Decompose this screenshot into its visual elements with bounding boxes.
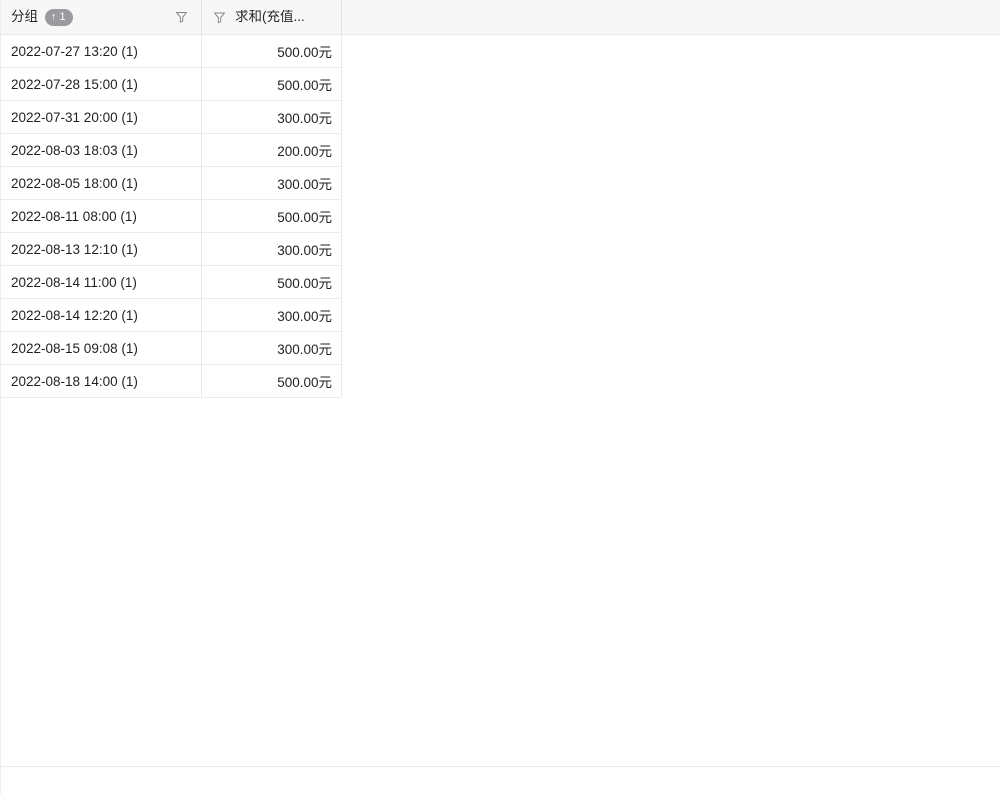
cell-group: 2022-08-13 12:10 (1) xyxy=(1,233,202,265)
table-row[interactable]: 2022-08-15 09:08 (1) 300.00元 xyxy=(1,332,342,365)
table-row[interactable]: 2022-08-11 08:00 (1) 500.00元 xyxy=(1,200,342,233)
table-row[interactable]: 2022-08-14 12:20 (1) 300.00元 xyxy=(1,299,342,332)
header-empty-area xyxy=(342,0,1000,34)
cell-group: 2022-07-28 15:00 (1) xyxy=(1,68,202,100)
cell-sum-value: 300.00元 xyxy=(202,167,342,199)
cell-sum-value: 500.00元 xyxy=(202,200,342,232)
table-header-row: 分组 ↑ 1 求和(充值... xyxy=(1,0,1000,35)
cell-sum-value: 300.00元 xyxy=(202,299,342,331)
table-body: 2022-07-27 13:20 (1) 500.00元 2022-07-28 15… xyxy=(1,35,1000,398)
cell-sum-value: 500.00元 xyxy=(202,68,342,100)
cell-group: 2022-08-05 18:00 (1) xyxy=(1,167,202,199)
cell-sum-value: 300.00元 xyxy=(202,233,342,265)
table-row[interactable]: 2022-07-28 15:00 (1) 500.00元 xyxy=(1,68,342,101)
cell-sum-value: 300.00元 xyxy=(202,332,342,364)
column-header-sum[interactable]: 求和(充值... xyxy=(202,0,342,34)
cell-group: 2022-08-11 08:00 (1) xyxy=(1,200,202,232)
cell-sum-value: 200.00元 xyxy=(202,134,342,166)
sort-order-number: 1 xyxy=(59,10,66,23)
table-row[interactable]: 2022-08-18 14:00 (1) 500.00元 xyxy=(1,365,342,398)
cell-group: 2022-08-18 14:00 (1) xyxy=(1,365,202,397)
sort-ascending-arrow-icon: ↑ xyxy=(51,10,57,23)
cell-group: 2022-07-31 20:00 (1) xyxy=(1,101,202,133)
cell-group: 2022-07-27 13:20 (1) xyxy=(1,35,202,67)
cell-group: 2022-08-14 11:00 (1) xyxy=(1,266,202,298)
table-row[interactable]: 2022-08-14 11:00 (1) 500.00元 xyxy=(1,266,342,299)
footer-divider xyxy=(1,766,1000,767)
column-header-group[interactable]: 分组 ↑ 1 xyxy=(1,0,202,34)
cell-sum-value: 500.00元 xyxy=(202,35,342,67)
table-row[interactable]: 2022-08-13 12:10 (1) 300.00元 xyxy=(1,233,342,266)
table-row[interactable]: 2022-08-03 18:03 (1) 200.00元 xyxy=(1,134,342,167)
filter-funnel-icon-sum[interactable] xyxy=(213,11,226,24)
cell-group: 2022-08-14 12:20 (1) xyxy=(1,299,202,331)
filter-funnel-icon-group[interactable] xyxy=(175,11,188,24)
column-header-sum-label: 求和(充值... xyxy=(235,10,305,24)
cell-sum-value: 300.00元 xyxy=(202,101,342,133)
cell-group: 2022-08-03 18:03 (1) xyxy=(1,134,202,166)
table-row[interactable]: 2022-07-27 13:20 (1) 500.00元 xyxy=(1,35,342,68)
cell-sum-value: 500.00元 xyxy=(202,365,342,397)
column-header-group-label: 分组 xyxy=(11,9,38,25)
table-row[interactable]: 2022-07-31 20:00 (1) 300.00元 xyxy=(1,101,342,134)
cell-sum-value: 500.00元 xyxy=(202,266,342,298)
table-row[interactable]: 2022-08-05 18:00 (1) 300.00元 xyxy=(1,167,342,200)
sort-order-badge[interactable]: ↑ 1 xyxy=(45,8,73,26)
cell-group: 2022-08-15 09:08 (1) xyxy=(1,332,202,364)
